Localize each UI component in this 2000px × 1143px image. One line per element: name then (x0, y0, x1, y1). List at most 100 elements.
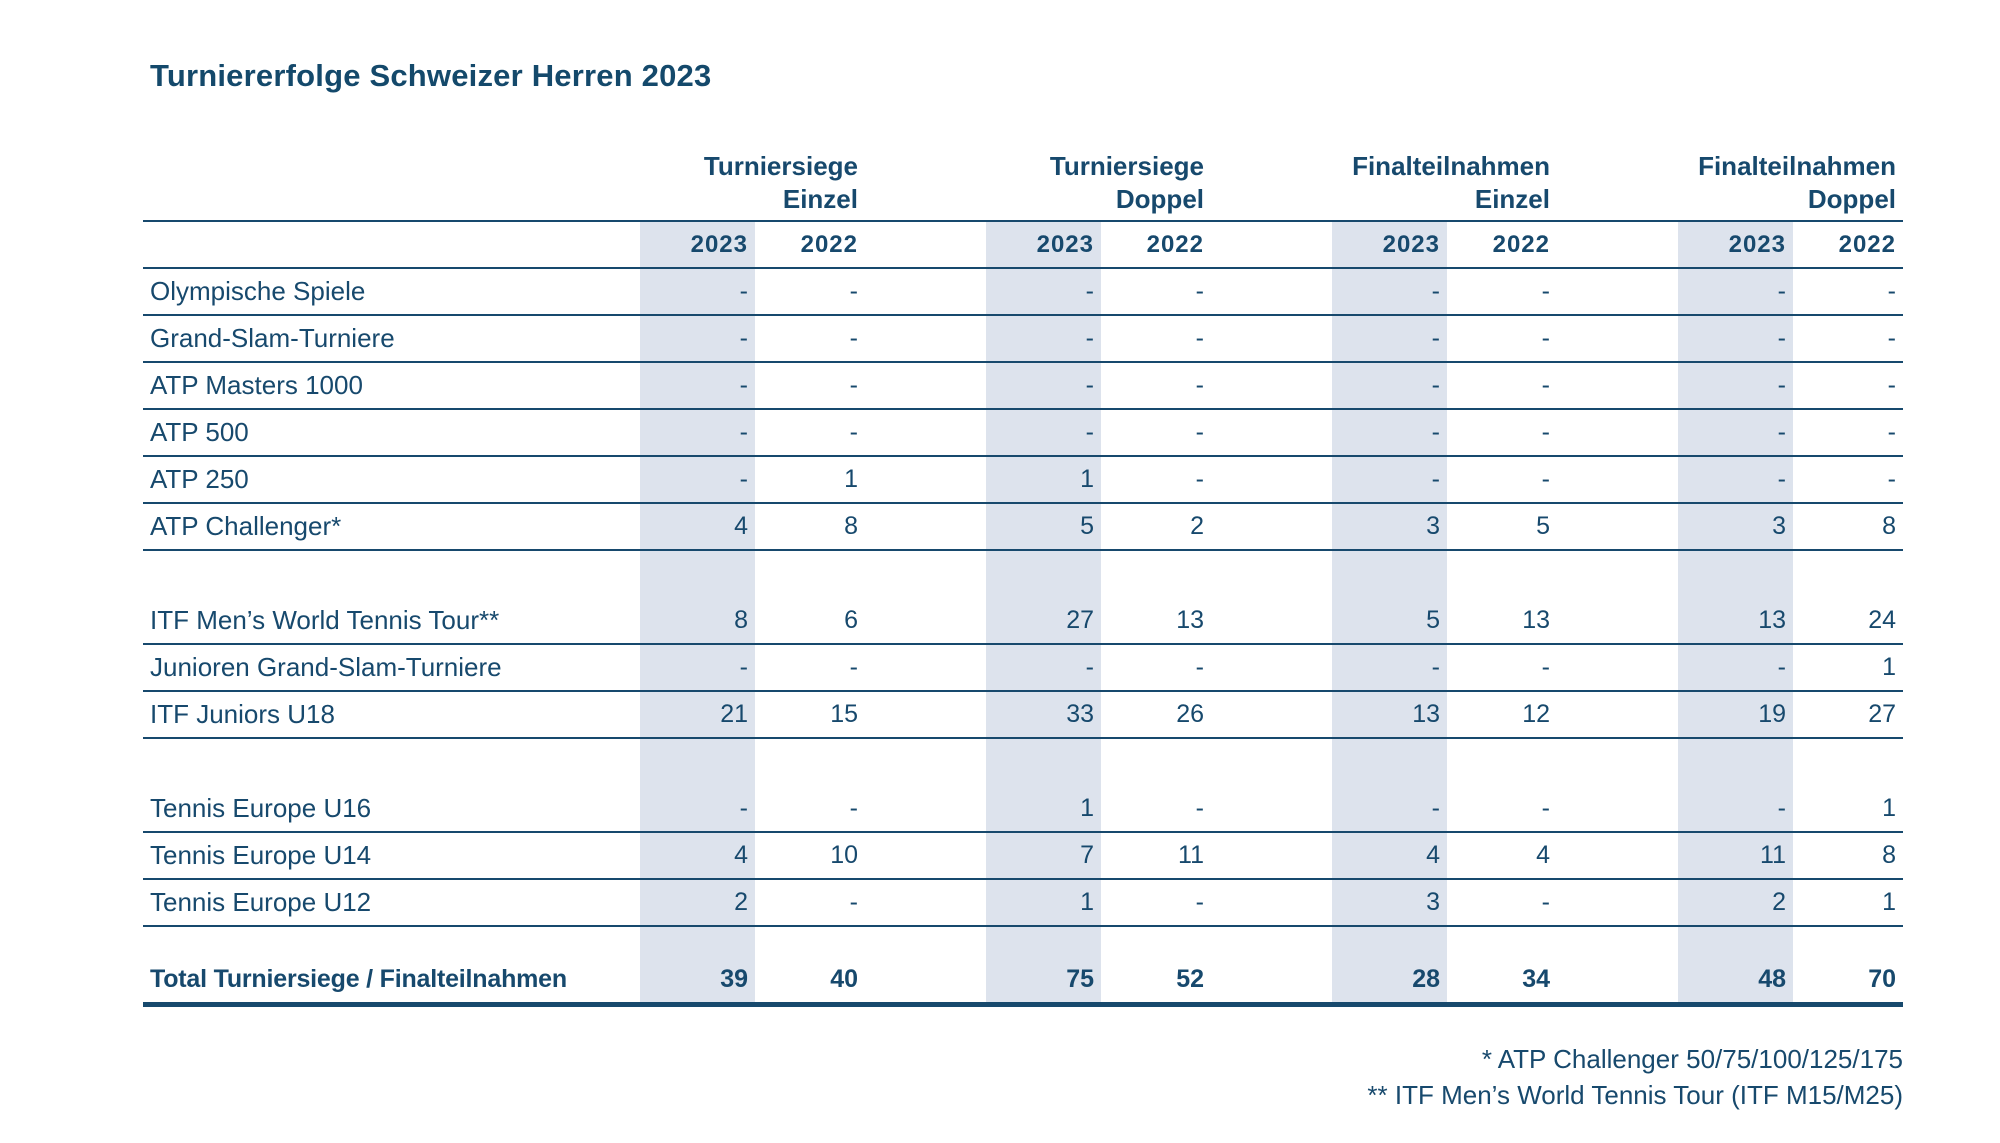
cell-2023: 1 (986, 880, 1101, 925)
cell-2023: 28 (1332, 956, 1447, 1002)
cell-2023: 1 (986, 457, 1101, 502)
cell-2023: 19 (1678, 692, 1793, 737)
cell-2022: 6 (844, 606, 858, 634)
spacer-band-cell (640, 927, 755, 956)
cell-2022: - (1195, 324, 1204, 352)
cell-2023: 1 (986, 786, 1101, 831)
group-gap (1211, 222, 1332, 267)
table-row: Tennis Europe U14 4 10 7 11 4 4 11 8 (143, 833, 1903, 880)
year-header-2022: 2022 (800, 230, 858, 258)
cell-2023: 3 (1332, 880, 1447, 925)
group-gap (1211, 786, 1332, 831)
group-gap (1557, 222, 1678, 267)
cell-2023: - (986, 363, 1101, 408)
group-gap (1211, 833, 1332, 878)
year-header-2023: 2023 (986, 222, 1101, 267)
cell-2023: - (1332, 363, 1447, 408)
row-label: Olympische Spiele (150, 276, 366, 306)
cell-2022: - (849, 418, 858, 446)
spacer-cell (755, 927, 865, 956)
group-gap (1557, 880, 1678, 925)
cell-2023: - (640, 410, 755, 455)
table-row: Olympische Spiele - - - - - - - - (143, 269, 1903, 316)
year-header-2022: 2022 (1492, 230, 1550, 258)
spacer-band-cell (986, 551, 1101, 598)
cell-2023: - (1332, 316, 1447, 361)
group-gap (1557, 956, 1678, 1002)
year-spacer (143, 222, 640, 267)
cell-2022: 1 (1882, 888, 1896, 916)
group-gap (1211, 150, 1332, 216)
cell-2022: - (1887, 277, 1896, 305)
group-gap (1557, 786, 1678, 831)
cell-2023: - (1332, 645, 1447, 690)
column-group-subtitle: Einzel (1474, 184, 1550, 214)
group-gap (1557, 504, 1678, 549)
group-gap (1211, 692, 1332, 737)
group-gap (1557, 927, 1678, 956)
group-gap (1557, 551, 1678, 598)
cell-2023: 2 (640, 880, 755, 925)
cell-2023: 5 (1332, 598, 1447, 643)
table-row: ATP 500 - - - - - - - - (143, 410, 1903, 457)
spacer-band-cell (1678, 551, 1793, 598)
table-row: Junioren Grand-Slam-Turniere - - - - - - - 1 (143, 645, 1903, 692)
cell-2023: - (640, 786, 755, 831)
cell-2022: - (1541, 277, 1550, 305)
cell-2023: 4 (640, 504, 755, 549)
cell-2023: 5 (986, 504, 1101, 549)
cell-2022: 1 (844, 465, 858, 493)
spacer-row (143, 927, 1903, 956)
column-group-subtitle: Doppel (1807, 184, 1896, 214)
group-gap (1211, 269, 1332, 314)
group-gap (865, 956, 986, 1002)
cell-2023: 13 (1332, 692, 1447, 737)
spacer-band-cell (1678, 739, 1793, 786)
year-header-2023: 2023 (640, 222, 755, 267)
cell-2022: - (1887, 371, 1896, 399)
cell-2022: - (1541, 888, 1550, 916)
spacer-band-cell (986, 739, 1101, 786)
spacer-cell (1101, 739, 1211, 786)
spacer-row (143, 739, 1903, 786)
spacer-cell (1793, 927, 1903, 956)
group-gap (1557, 692, 1678, 737)
cell-2023: 13 (1678, 598, 1793, 643)
row-label: Grand-Slam-Turniere (150, 323, 395, 353)
table-row: Tennis Europe U16 - - 1 - - - - 1 (143, 786, 1903, 833)
cell-2022: - (1195, 653, 1204, 681)
row-label: ATP 250 (150, 464, 249, 494)
cell-2023: - (1332, 457, 1447, 502)
cell-2023: - (1678, 410, 1793, 455)
spacer-band-cell (1332, 739, 1447, 786)
table-row: ATP Masters 1000 - - - - - - - - (143, 363, 1903, 410)
cell-2023: 48 (1678, 956, 1793, 1002)
column-group-subtitle: Einzel (782, 184, 858, 214)
year-header-row: 2023 2022 2023 2022 2023 2022 2023 2022 (143, 222, 1903, 269)
footnotes: * ATP Challenger 50/75/100/125/175 ** IT… (143, 1041, 1903, 1113)
group-gap (865, 786, 986, 831)
cell-2022: 70 (1868, 964, 1896, 993)
group-gap (1557, 410, 1678, 455)
cell-2023: 3 (1332, 504, 1447, 549)
cell-2022: 4 (1536, 841, 1550, 869)
cell-2022: 40 (830, 964, 858, 993)
spacer-band-cell (640, 551, 755, 598)
cell-2022: - (1887, 418, 1896, 446)
group-gap (1211, 504, 1332, 549)
row-label: Tennis Europe U14 (150, 840, 372, 870)
column-group-title: Finalteilnahmen (1352, 151, 1550, 181)
cell-2023: 7 (986, 833, 1101, 878)
group-gap (865, 598, 986, 643)
cell-2023: - (640, 457, 755, 502)
spacer-cell (1101, 551, 1211, 598)
cell-2023: - (1332, 269, 1447, 314)
spacer-cell (1447, 739, 1557, 786)
group-gap (1211, 316, 1332, 361)
group-gap (1557, 269, 1678, 314)
cell-2022: - (1195, 371, 1204, 399)
cell-2022: 11 (1178, 841, 1204, 869)
page-title: Turniererfolge Schweizer Herren 2023 (150, 58, 712, 93)
cell-2023: - (640, 363, 755, 408)
group-gap (865, 739, 986, 786)
